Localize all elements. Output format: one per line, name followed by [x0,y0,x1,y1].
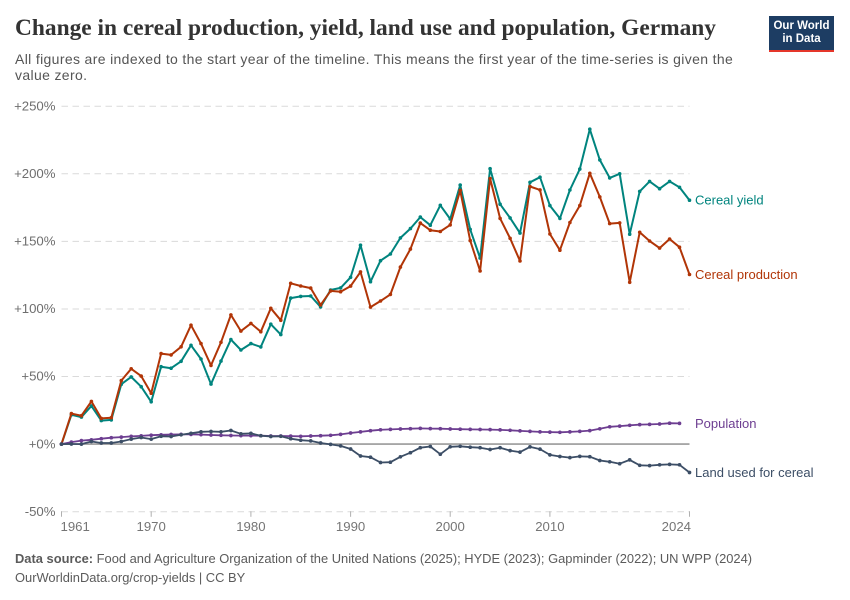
svg-text:1970: 1970 [137,519,166,534]
svg-text:+150%: +150% [14,234,56,249]
svg-text:+200%: +200% [14,166,56,181]
svg-text:Cereal yield: Cereal yield [695,193,764,208]
svg-text:Land used for cereal: Land used for cereal [695,465,814,480]
svg-text:1980: 1980 [236,519,265,534]
svg-text:+0%: +0% [29,436,56,451]
svg-text:-50%: -50% [25,504,56,519]
svg-text:+100%: +100% [14,301,56,316]
svg-text:1990: 1990 [336,519,365,534]
svg-text:2010: 2010 [535,519,564,534]
svg-text:1961: 1961 [61,519,90,534]
svg-text:+50%: +50% [21,369,55,384]
svg-text:Population: Population [695,416,756,431]
svg-text:Cereal production: Cereal production [695,267,798,282]
svg-text:2000: 2000 [436,519,465,534]
svg-text:+250%: +250% [14,99,56,114]
svg-text:2024: 2024 [662,519,691,534]
